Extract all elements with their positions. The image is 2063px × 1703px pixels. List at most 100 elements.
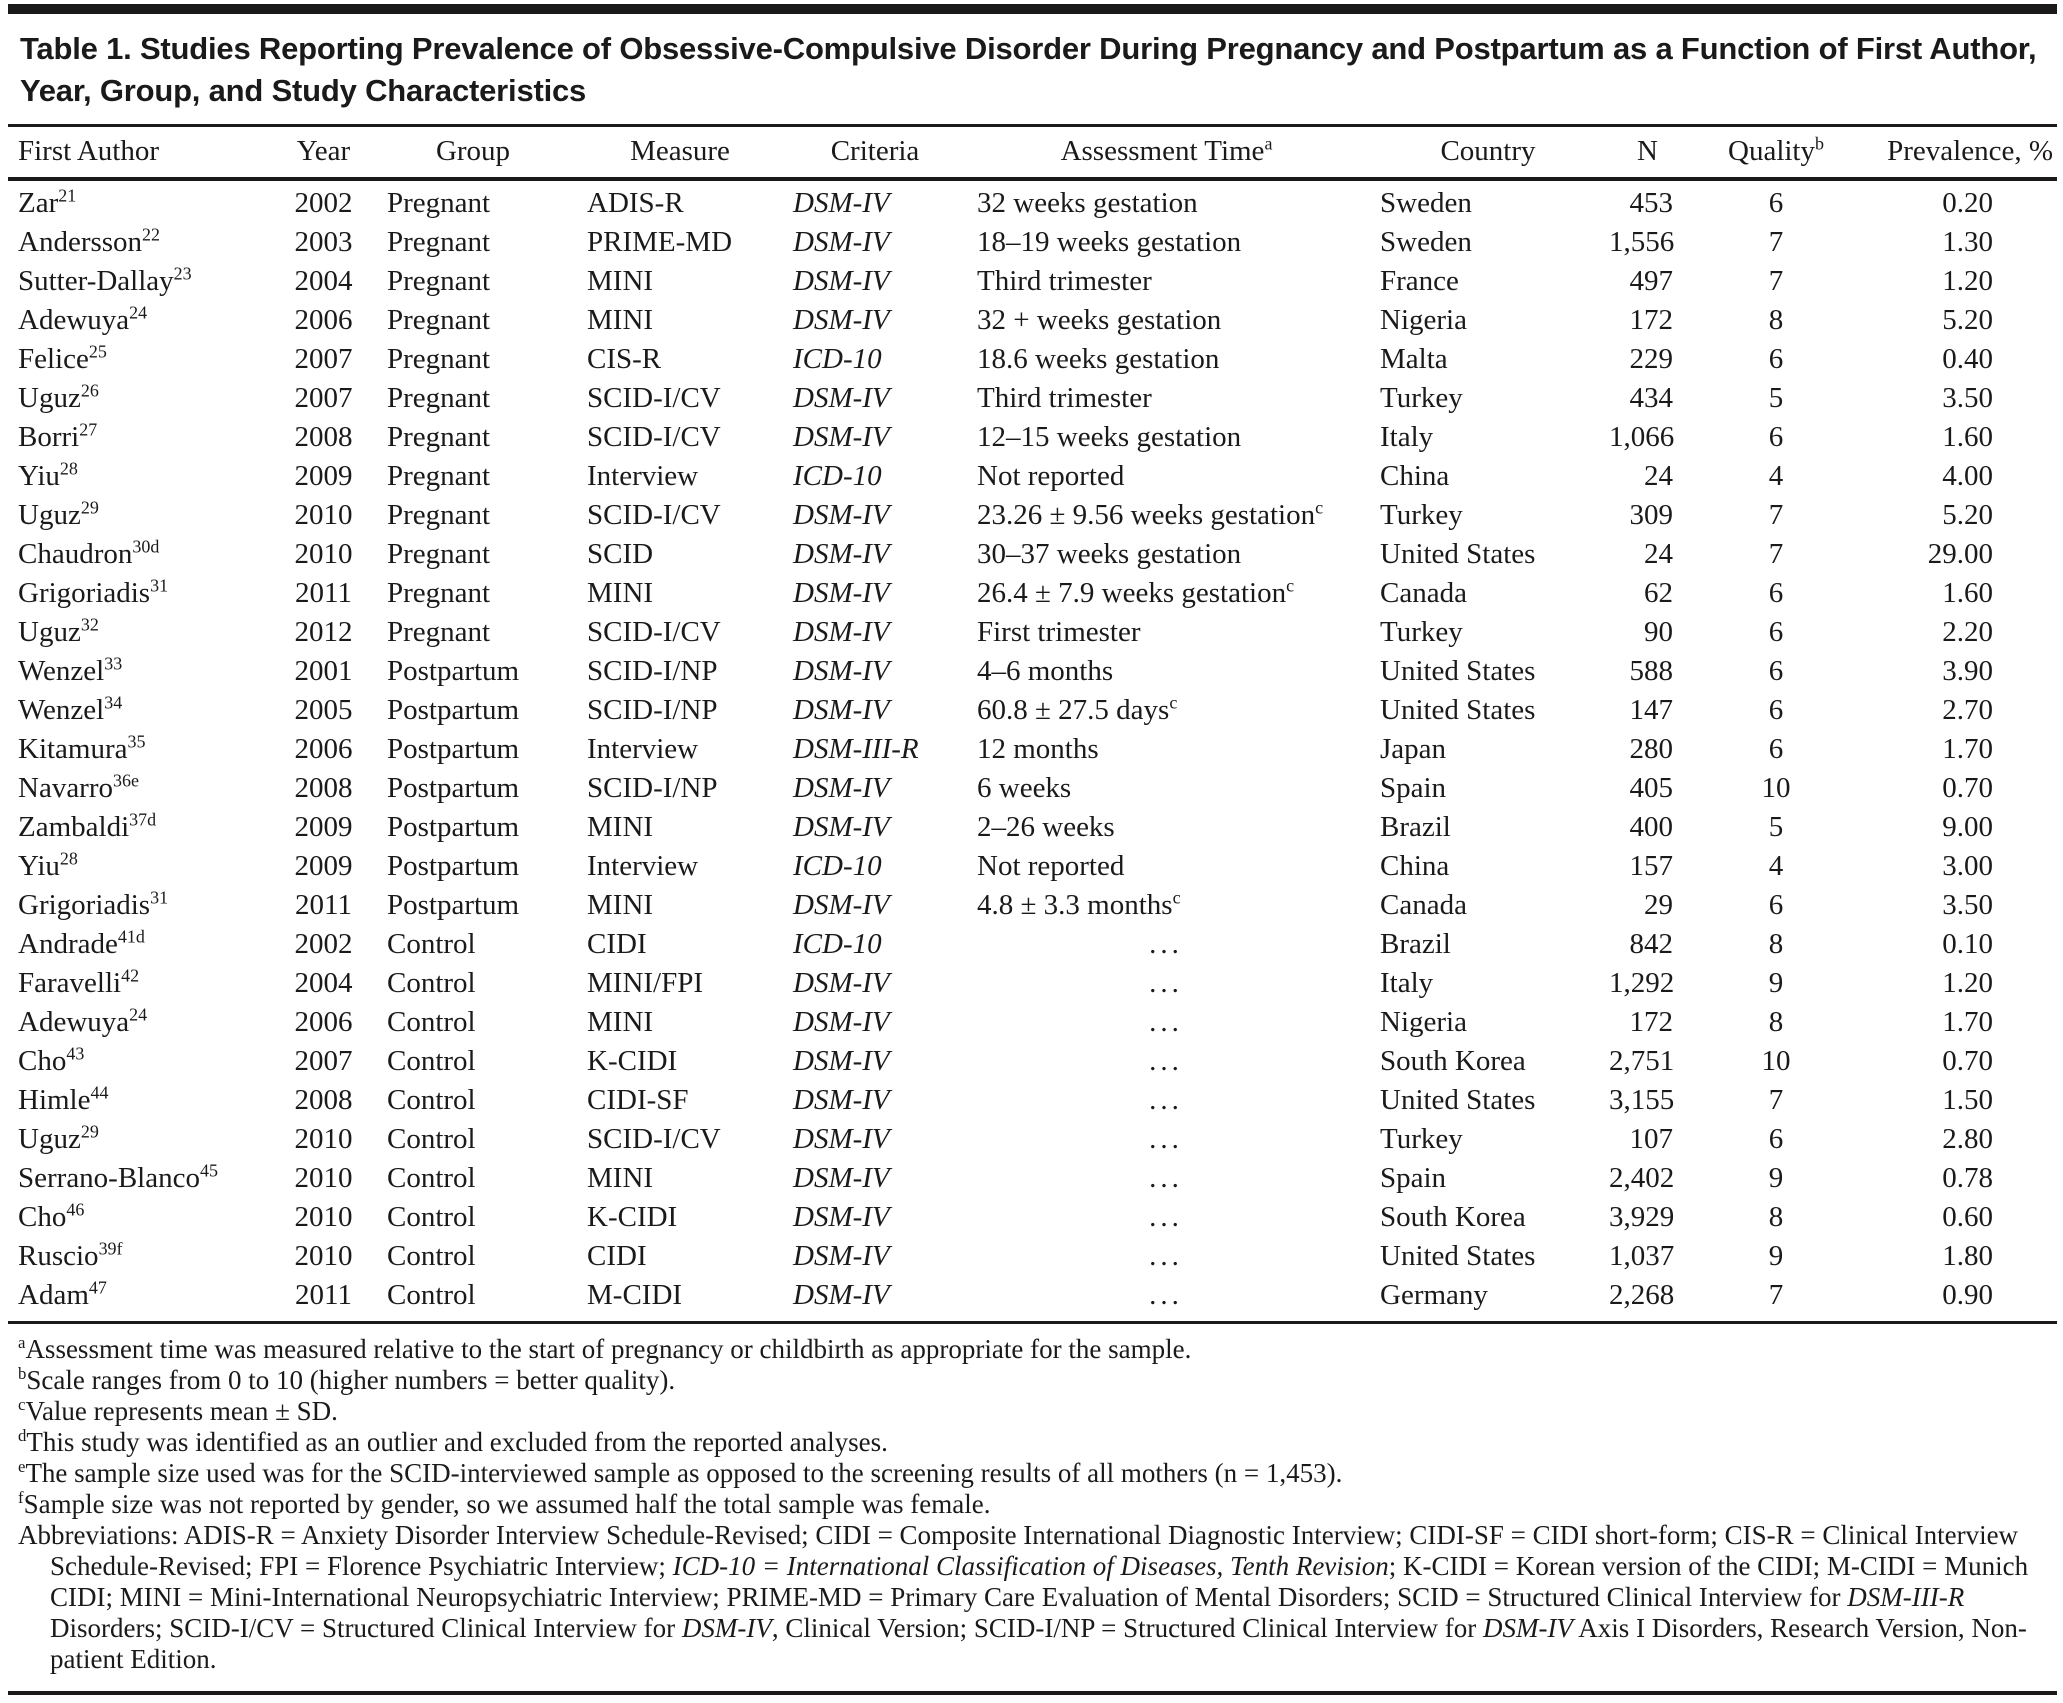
cell: SCID-I/NP	[587, 694, 718, 726]
study-row: Uguz32 2012 Pregnant SCID-I/CV DSM-IV First t…	[8, 613, 2057, 652]
cell: 8	[1768, 928, 1784, 960]
abbr-segment: , Clinical Version; SCID-I/NP = Structur…	[771, 1613, 1483, 1643]
cell: 0.20	[1942, 187, 1993, 219]
study-row: Yiu28 2009 Postpartum Interview ICD-10 Not re…	[8, 847, 2057, 886]
cell: 1,292	[1609, 967, 1675, 999]
cell: DSM-IV	[793, 304, 890, 336]
cell: DSM-IV	[793, 577, 890, 609]
cell: 2–26 weeks	[977, 811, 1115, 843]
cell: 147	[1629, 694, 1674, 726]
cell: CIDI	[587, 1240, 647, 1272]
cell: South Korea	[1380, 1201, 1526, 1233]
col-header-criteria: Criteria	[785, 127, 965, 181]
cell: Sweden	[1380, 226, 1472, 258]
cell: 60.8 ± 27.5 daysc	[977, 692, 1178, 726]
cell: 12–15 weeks gestation	[977, 421, 1242, 453]
cell: 62	[1644, 577, 1673, 609]
cell: 7	[1768, 538, 1784, 570]
cell: 6	[1768, 187, 1784, 219]
cell: 2001	[294, 655, 353, 687]
study-row: Andrade41d 2002 Control CIDI ICD-10... Brazil…	[8, 925, 2057, 964]
cell: SCID-I/CV	[587, 1123, 721, 1155]
cell: ...	[1149, 1240, 1183, 1272]
cell: 30–37 weeks gestation	[977, 538, 1242, 570]
cell: 9.00	[1942, 811, 1993, 843]
col-header-group: Group	[371, 127, 575, 181]
cell: MINI	[587, 265, 654, 297]
cell: 6	[1768, 733, 1784, 765]
cell: 23.26 ± 9.56 weeks gestationc	[977, 497, 1324, 531]
cell: Control	[387, 1123, 476, 1155]
col-header-assessment-time: Assessment Timea	[965, 127, 1368, 181]
cell: 32 weeks gestation	[977, 187, 1198, 219]
cell: Grigoriadis31	[18, 887, 169, 921]
cell: Pregnant	[387, 382, 491, 414]
cell: 157	[1629, 850, 1674, 882]
study-row: Wenzel33 2001 Postpartum SCID-I/NP DSM-IV 4–6…	[8, 652, 2057, 691]
cell: Yiu28	[18, 848, 78, 882]
cell: 2,402	[1609, 1162, 1675, 1194]
cell: ICD-10	[793, 928, 882, 960]
cell: 8	[1768, 1006, 1784, 1038]
cell: Andrade41d	[18, 926, 145, 960]
cell: Interview	[587, 460, 699, 492]
cell: 2006	[294, 1006, 353, 1038]
cell: Malta	[1380, 343, 1448, 375]
footnote-b: bScale ranges from 0 to 10 (higher numbe…	[18, 1364, 676, 1395]
cell: Control	[387, 1240, 476, 1272]
cell: Pregnant	[387, 421, 491, 453]
cell: DSM-IV	[793, 421, 890, 453]
cell: 6	[1768, 577, 1784, 609]
cell: ...	[1149, 1045, 1183, 1077]
study-row: Adewuya24 2006 Pregnant MINI DSM-IV 32 + week…	[8, 301, 2057, 340]
cell: Ruscio39f	[18, 1238, 123, 1272]
cell: 6	[1768, 616, 1784, 648]
cell: 434	[1629, 382, 1674, 414]
cell: Not reported	[977, 460, 1125, 492]
cell: 405	[1629, 772, 1674, 804]
cell: 7	[1768, 226, 1784, 258]
cell: Interview	[587, 733, 699, 765]
cell: ...	[1149, 1006, 1183, 1038]
cell: 90	[1644, 616, 1673, 648]
abbr-segment: ; K-CIDI = Korean version of the CIDI; M…	[50, 1551, 2029, 1612]
cell: Brazil	[1380, 928, 1451, 960]
cell: DSM-IV	[793, 655, 890, 687]
cell: First trimester	[977, 616, 1141, 648]
cell: 280	[1629, 733, 1674, 765]
cell: 2009	[294, 460, 353, 492]
cell: 0.40	[1942, 343, 1993, 375]
cell: Control	[387, 928, 476, 960]
abbreviations-note: Abbreviations: ADIS-R = Anxiety Disorder…	[6, 1520, 2057, 1679]
cell: 24	[1644, 460, 1673, 492]
col-header-first-author: First Author	[8, 127, 276, 181]
cell: 7	[1768, 1084, 1784, 1116]
cell: 2008	[294, 1084, 353, 1116]
cell: PRIME-MD	[587, 226, 733, 258]
cell: Sutter-Dallay23	[18, 263, 192, 297]
cell: Pregnant	[387, 187, 491, 219]
cell: 400	[1629, 811, 1674, 843]
cell: 2003	[294, 226, 353, 258]
cell: 588	[1629, 655, 1674, 687]
study-row: Cho46 2010 Control K-CIDI DSM-IV... South Kor…	[8, 1198, 2057, 1237]
cell: DSM-IV	[793, 1162, 890, 1194]
cell: 4.00	[1942, 460, 1993, 492]
cell: 1.60	[1942, 577, 1993, 609]
cell: 5	[1768, 811, 1784, 843]
cell: DSM-IV	[793, 538, 890, 570]
cell: MINI	[587, 577, 654, 609]
cell: DSM-IV	[793, 1240, 890, 1272]
cell: Postpartum	[387, 655, 520, 687]
cell: ...	[1149, 1123, 1183, 1155]
cell: 2009	[294, 811, 353, 843]
cell: DSM-IV	[793, 1201, 890, 1233]
cell: 2.20	[1942, 616, 1993, 648]
cell: Grigoriadis31	[18, 575, 169, 609]
cell: 0.60	[1942, 1201, 1993, 1233]
footnote-f: fSample size was not reported by gender,…	[18, 1488, 991, 1519]
cell: SCID-I/NP	[587, 772, 718, 804]
cell: 4.8 ± 3.3 monthsc	[977, 887, 1181, 921]
cell: Adewuya24	[18, 1004, 148, 1038]
cell: 3.00	[1942, 850, 1993, 882]
